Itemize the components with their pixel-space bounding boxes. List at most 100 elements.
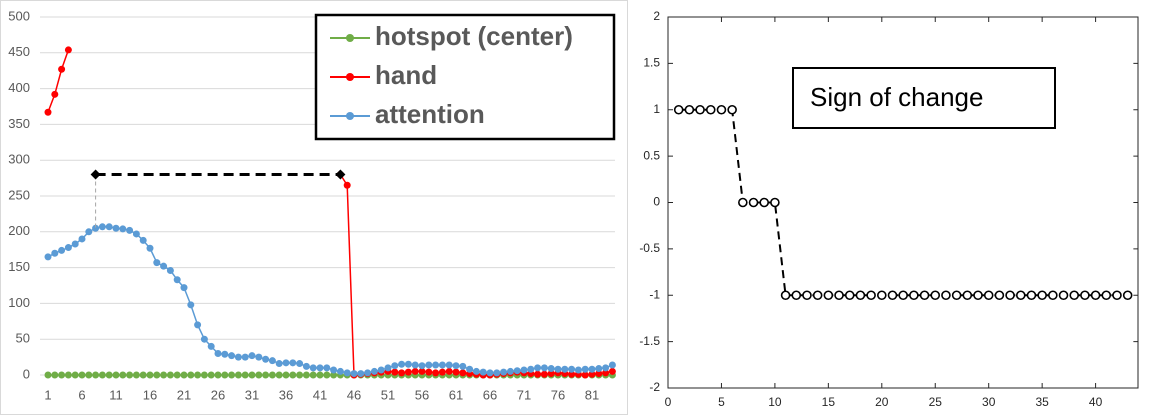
point <box>384 364 392 372</box>
y-tick-label: 0 <box>653 195 660 209</box>
point <box>844 290 855 301</box>
point <box>85 228 93 236</box>
point <box>166 266 174 274</box>
point <box>534 364 542 372</box>
point <box>432 369 440 377</box>
point <box>425 361 433 369</box>
x-tick-label: 51 <box>381 387 395 402</box>
point <box>119 371 127 379</box>
point <box>194 371 202 379</box>
point <box>554 365 562 373</box>
point <box>581 365 589 373</box>
point <box>357 370 365 378</box>
x-tick-label: 25 <box>929 395 943 409</box>
point <box>330 371 338 379</box>
point <box>941 290 951 301</box>
point <box>588 370 596 378</box>
point <box>44 108 52 116</box>
legend-label: attention <box>375 99 485 129</box>
y-tick-label: -1.5 <box>639 334 660 348</box>
point <box>513 367 521 375</box>
point <box>602 364 610 372</box>
point <box>1112 290 1122 301</box>
point <box>520 366 528 374</box>
point <box>51 249 59 257</box>
point <box>71 240 79 248</box>
point <box>855 290 866 301</box>
x-tick-label: 30 <box>982 395 996 409</box>
point <box>282 371 290 379</box>
x-tick-label: 66 <box>483 387 497 402</box>
point <box>452 362 460 370</box>
point <box>684 104 695 115</box>
span-end <box>90 169 101 180</box>
x-tick-label: 1 <box>44 387 51 402</box>
point <box>595 370 603 378</box>
point <box>1048 290 1058 301</box>
point <box>418 367 426 375</box>
point <box>309 371 317 379</box>
point <box>418 362 426 370</box>
point <box>173 276 181 284</box>
y-tick-label: 50 <box>16 331 30 346</box>
point <box>432 361 440 369</box>
point <box>608 361 616 369</box>
point <box>364 369 372 377</box>
point <box>748 197 759 208</box>
point <box>132 371 140 379</box>
point <box>98 371 106 379</box>
point <box>302 362 310 370</box>
point <box>180 284 188 292</box>
point <box>187 301 195 309</box>
point <box>1069 290 1080 301</box>
point <box>540 364 548 372</box>
point <box>112 224 120 232</box>
point <box>51 90 59 98</box>
point <box>180 371 188 379</box>
y-tick-label: 300 <box>8 152 30 167</box>
point <box>58 246 66 254</box>
point <box>823 290 834 301</box>
point <box>595 365 603 373</box>
point <box>302 371 310 379</box>
point <box>411 367 419 375</box>
point <box>479 368 487 376</box>
point <box>336 367 344 375</box>
y-tick-label: 350 <box>8 116 30 131</box>
point <box>398 369 406 377</box>
x-tick-label: 15 <box>822 395 836 409</box>
x-tick-label: 5 <box>718 395 725 409</box>
point <box>445 367 453 375</box>
point <box>812 290 823 301</box>
annotation-box <box>792 67 1056 129</box>
y-tick-label: 450 <box>8 44 30 59</box>
point <box>1037 290 1047 301</box>
y-tick-label: 2 <box>653 9 660 23</box>
point <box>221 350 229 358</box>
x-tick-label: 76 <box>551 387 565 402</box>
y-tick-label: 0.5 <box>643 148 660 162</box>
point <box>207 342 215 350</box>
legend-label: hotspot (center) <box>375 21 573 51</box>
point <box>1005 290 1015 301</box>
point <box>673 104 684 115</box>
x-tick-label: 31 <box>245 387 259 402</box>
point <box>323 364 331 372</box>
point <box>391 362 399 370</box>
point <box>452 368 460 376</box>
point <box>296 371 304 379</box>
point <box>602 369 610 377</box>
point <box>568 370 576 378</box>
point <box>705 104 716 115</box>
point <box>404 368 412 376</box>
x-tick-label: 21 <box>177 387 191 402</box>
point <box>459 369 467 377</box>
point <box>425 368 433 376</box>
point <box>727 104 737 115</box>
x-tick-label: 46 <box>347 387 361 402</box>
x-tick-label: 36 <box>279 387 293 402</box>
point <box>44 371 52 379</box>
point <box>98 223 106 231</box>
